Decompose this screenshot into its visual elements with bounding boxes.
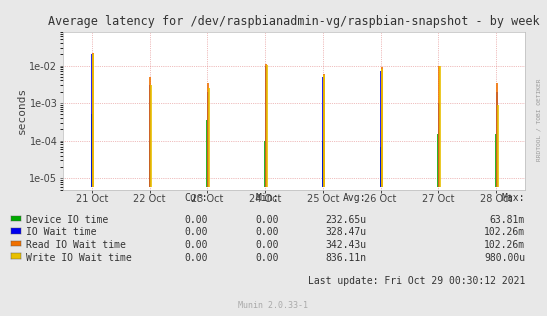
Text: Avg:: Avg: — [343, 193, 366, 203]
Text: Device IO time: Device IO time — [26, 215, 108, 225]
Text: 0.00: 0.00 — [184, 240, 208, 250]
Text: 102.26m: 102.26m — [484, 227, 525, 237]
Text: 0.00: 0.00 — [255, 215, 279, 225]
Text: 980.00u: 980.00u — [484, 252, 525, 263]
Text: 0.00: 0.00 — [255, 240, 279, 250]
Text: Min:: Min: — [255, 193, 279, 203]
Text: Cur:: Cur: — [184, 193, 208, 203]
Text: 63.81m: 63.81m — [490, 215, 525, 225]
Text: 836.11n: 836.11n — [325, 252, 366, 263]
Y-axis label: seconds: seconds — [16, 87, 27, 134]
Text: 102.26m: 102.26m — [484, 240, 525, 250]
Text: 0.00: 0.00 — [184, 252, 208, 263]
Text: 328.47u: 328.47u — [325, 227, 366, 237]
Text: RRDTOOL / TOBI OETIKER: RRDTOOL / TOBI OETIKER — [536, 79, 542, 161]
Text: Write IO Wait time: Write IO Wait time — [26, 252, 132, 263]
Text: Read IO Wait time: Read IO Wait time — [26, 240, 126, 250]
Text: 342.43u: 342.43u — [325, 240, 366, 250]
Text: Munin 2.0.33-1: Munin 2.0.33-1 — [238, 301, 309, 310]
Text: 0.00: 0.00 — [255, 227, 279, 237]
Text: IO Wait time: IO Wait time — [26, 227, 97, 237]
Text: 0.00: 0.00 — [184, 227, 208, 237]
Text: Last update: Fri Oct 29 00:30:12 2021: Last update: Fri Oct 29 00:30:12 2021 — [308, 276, 525, 286]
Text: 232.65u: 232.65u — [325, 215, 366, 225]
Text: Max:: Max: — [502, 193, 525, 203]
Text: 0.00: 0.00 — [255, 252, 279, 263]
Title: Average latency for /dev/raspbianadmin-vg/raspbian-snapshot - by week: Average latency for /dev/raspbianadmin-v… — [48, 15, 540, 28]
Text: 0.00: 0.00 — [184, 215, 208, 225]
